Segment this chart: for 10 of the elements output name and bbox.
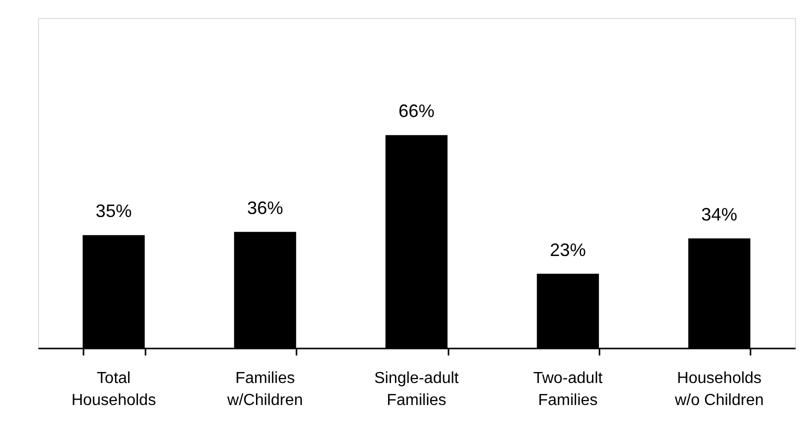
- x-tick-label: Total Households: [71, 370, 156, 409]
- data-label: 66%: [398, 101, 435, 122]
- x-tick-label: Families w/Children: [226, 370, 303, 409]
- x-tick-label: Single-adult Families: [374, 370, 460, 409]
- data-label: 34%: [701, 204, 738, 224]
- data-label: 35%: [96, 201, 132, 222]
- data-label: 23%: [550, 240, 586, 260]
- x-tick-label: Two-adult Families: [533, 370, 604, 409]
- x-tick-label: Households w/o Children: [674, 370, 764, 409]
- data-label: 36%: [247, 198, 284, 218]
